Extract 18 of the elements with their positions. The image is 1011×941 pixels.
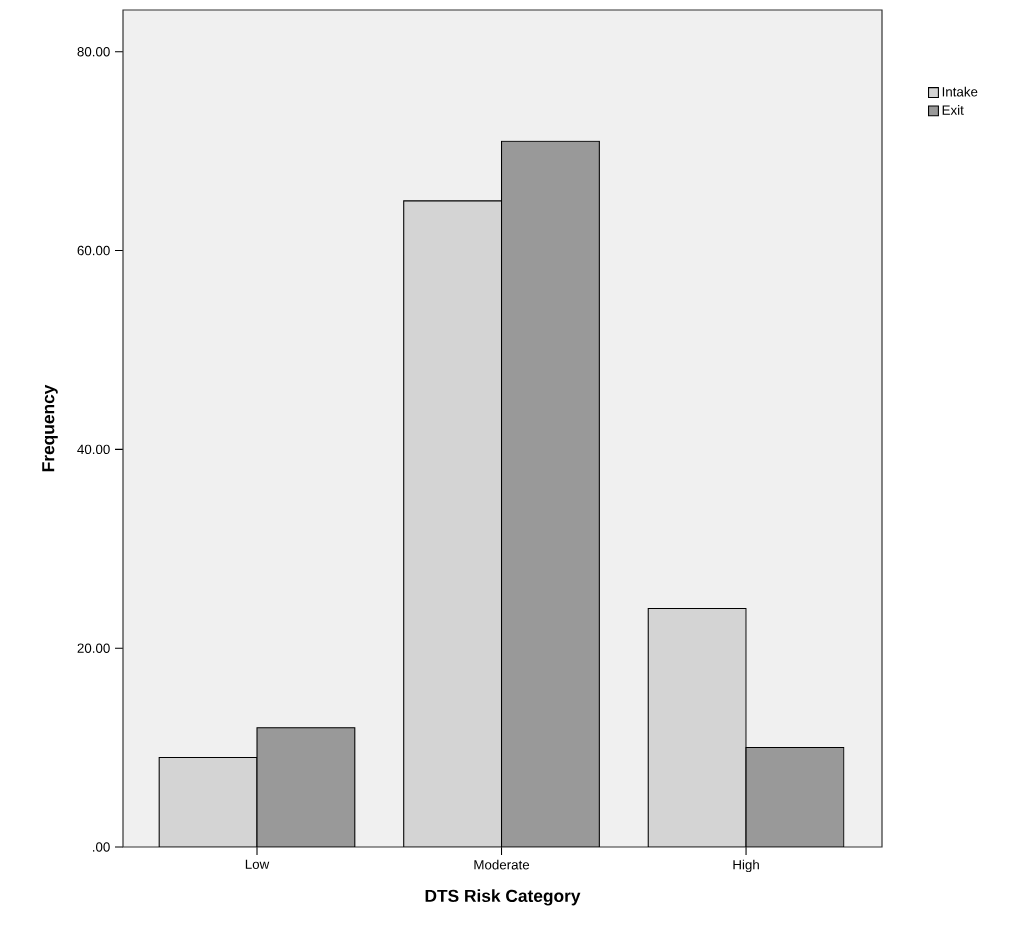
y-tick-label: .00: [92, 842, 110, 852]
y-tick-label: 80.00: [77, 47, 110, 57]
y-tick-label: 60.00: [77, 245, 110, 256]
legend-label: Intake: [942, 86, 978, 97]
y-tick-label: 40.00: [77, 444, 110, 455]
x-tick-label: Moderate: [474, 859, 530, 870]
bar: [256, 727, 356, 847]
bar: [501, 141, 600, 847]
x-tick-label: High: [733, 859, 759, 873]
bar: [745, 747, 845, 847]
legend-label: Exit: [942, 105, 964, 115]
y-axis-title: Frequency: [42, 384, 58, 472]
x-tick-label: Low: [245, 859, 270, 869]
bar: [403, 200, 502, 847]
bar: [647, 607, 747, 847]
x-axis-title: DTS Risk Category: [425, 889, 581, 906]
y-tick-label: 20.00: [77, 643, 110, 653]
bar: [158, 756, 258, 847]
